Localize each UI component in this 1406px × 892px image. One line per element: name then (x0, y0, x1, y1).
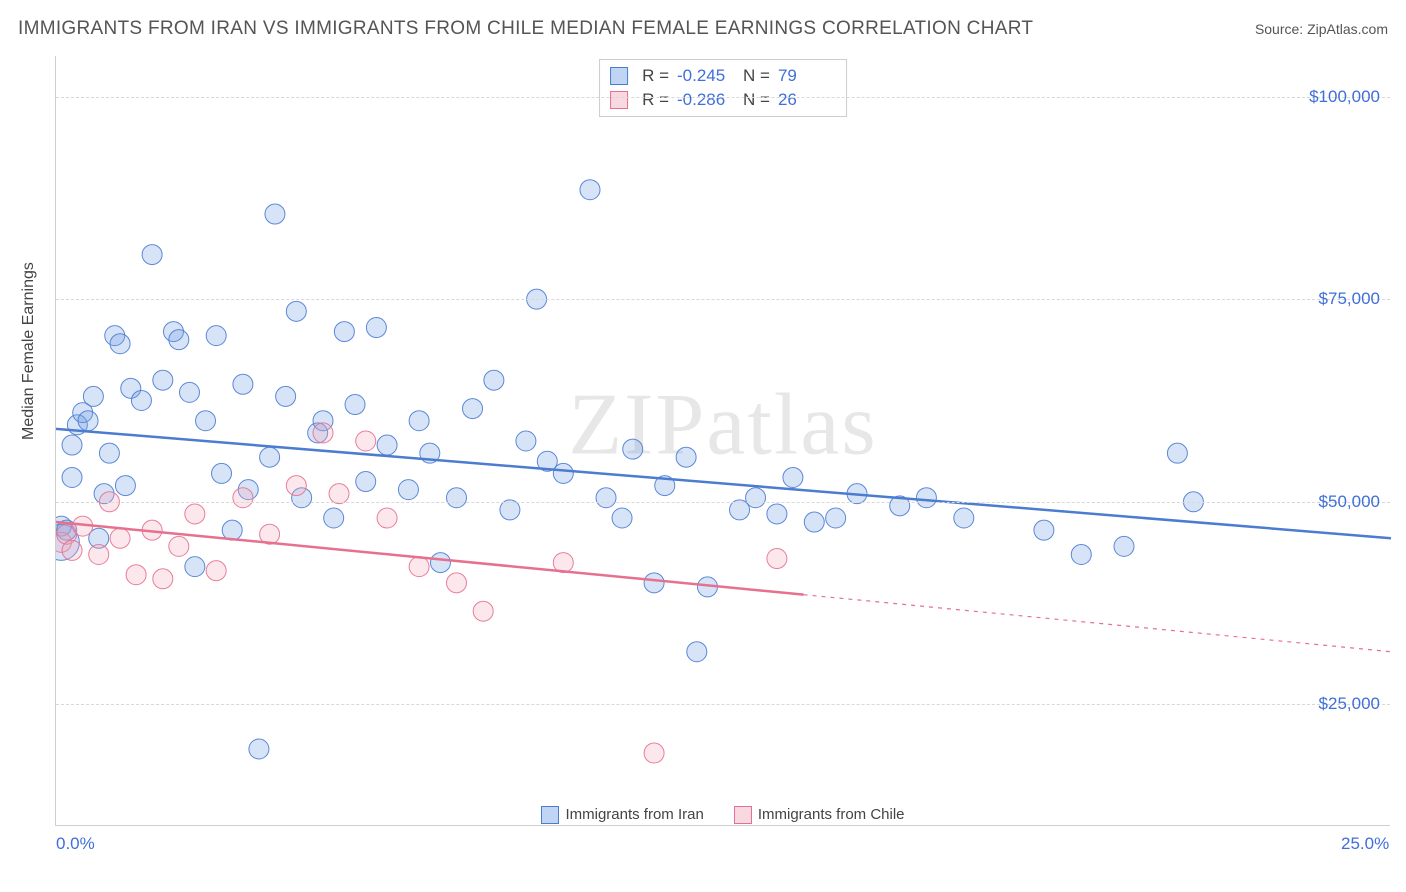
r-value-iran: -0.245 (677, 66, 735, 86)
stats-row-iran: R =-0.245 N =79 (610, 64, 836, 88)
n-value-iran: 79 (778, 66, 836, 86)
series-legend: Immigrants from Iran Immigrants from Chi… (56, 806, 1390, 824)
legend-swatch-chile (734, 806, 752, 824)
y-tick-label: $50,000 (1319, 492, 1380, 512)
source-label: Source: ZipAtlas.com (1255, 21, 1388, 37)
scatter-svg (56, 56, 1391, 826)
legend-item-iran: Immigrants from Iran (541, 806, 703, 824)
legend-item-chile: Immigrants from Chile (734, 806, 905, 824)
stats-legend: R =-0.245 N =79 R =-0.286 N =26 (599, 59, 847, 117)
legend-label-iran: Immigrants from Iran (565, 806, 703, 823)
title-bar: IMMIGRANTS FROM IRAN VS IMMIGRANTS FROM … (18, 18, 1388, 40)
legend-swatch-iran (541, 806, 559, 824)
x-tick-label: 25.0% (1341, 834, 1389, 854)
y-tick-label: $100,000 (1309, 87, 1380, 107)
y-tick-label: $75,000 (1319, 289, 1380, 309)
y-tick-label: $25,000 (1319, 694, 1380, 714)
stats-row-chile: R =-0.286 N =26 (610, 88, 836, 112)
r-value-chile: -0.286 (677, 90, 735, 110)
plot-area: ZIPatlas R =-0.245 N =79 R =-0.286 N =26… (55, 56, 1390, 826)
n-value-chile: 26 (778, 90, 836, 110)
swatch-chile (610, 91, 628, 109)
chart-title: IMMIGRANTS FROM IRAN VS IMMIGRANTS FROM … (18, 18, 1033, 40)
x-tick-label: 0.0% (56, 834, 95, 854)
legend-label-chile: Immigrants from Chile (758, 806, 905, 823)
swatch-iran (610, 67, 628, 85)
y-axis-title: Median Female Earnings (20, 262, 38, 440)
